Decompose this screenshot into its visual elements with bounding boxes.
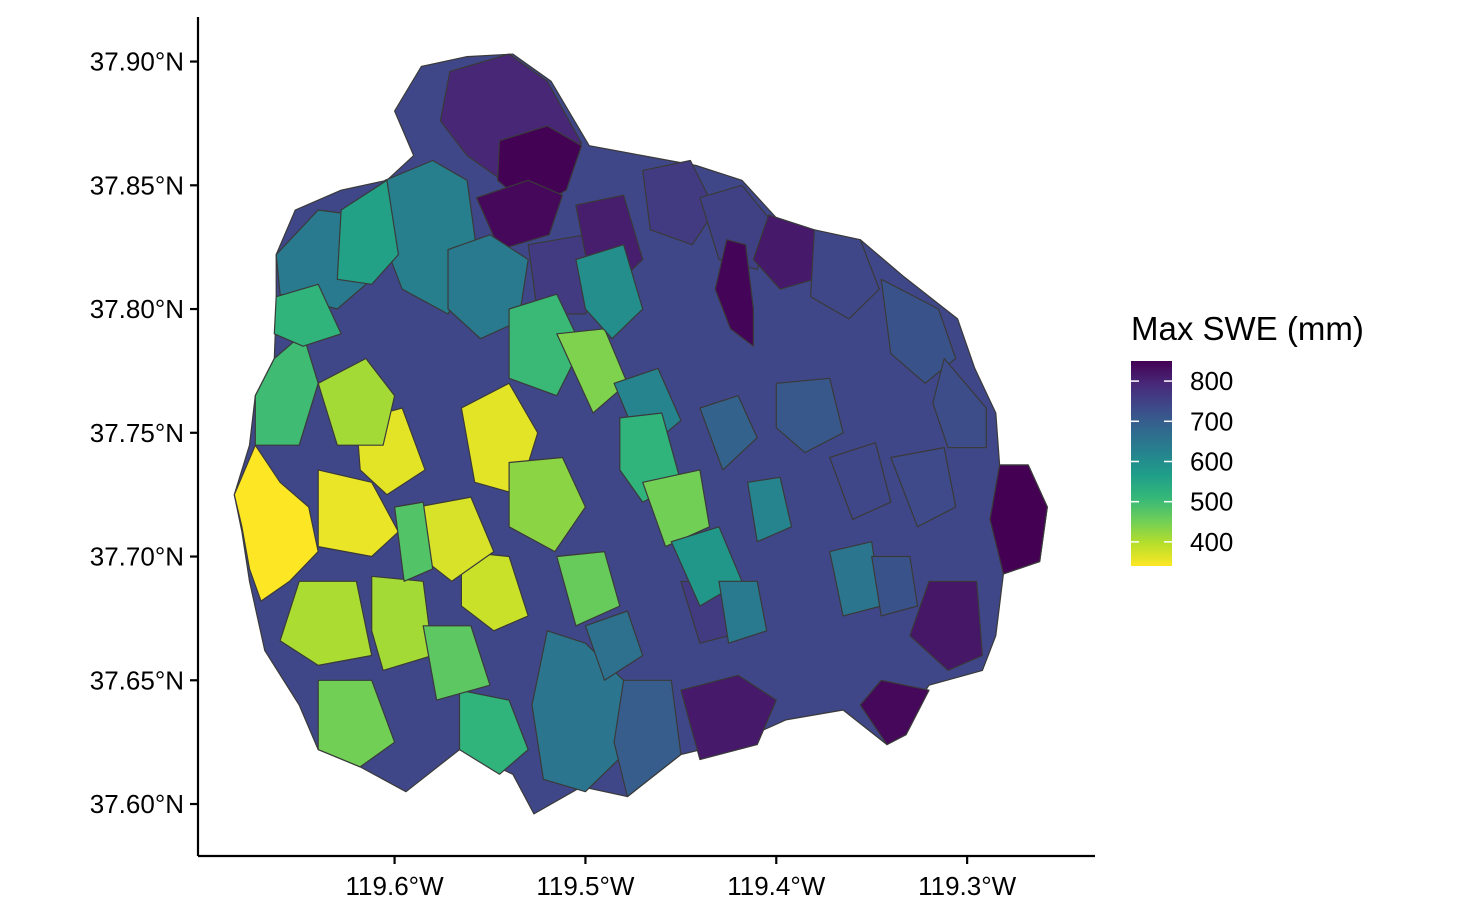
subbasin-ne-navy-3 bbox=[809, 229, 880, 320]
subbasin-c-teal-4 bbox=[718, 580, 768, 644]
subbasin-s-green-2 bbox=[422, 625, 491, 701]
subbasin-sw-yellow bbox=[233, 444, 319, 602]
subbasin-c-teal-1 bbox=[575, 244, 644, 340]
subbasin-se-purple-3 bbox=[680, 674, 777, 761]
x-tick-label: 119.4°W bbox=[727, 871, 826, 901]
subbasin-ne-dark-strip bbox=[714, 239, 755, 347]
legend-colorbar bbox=[1131, 361, 1172, 566]
x-tick-label: 119.3°W bbox=[918, 871, 1017, 901]
x-ticks: 119.6°W 119.5°W 119.4°W 119.3°W bbox=[346, 856, 1017, 901]
subbasin-e-teal-1 bbox=[699, 395, 758, 471]
legend: Max SWE (mm) 800 700 600 500 400 bbox=[1131, 310, 1364, 566]
x-tick-label: 119.6°W bbox=[346, 871, 445, 901]
subbasin-c-green-3 bbox=[508, 293, 583, 397]
legend-label: 500 bbox=[1190, 487, 1233, 517]
subbasin-ne-navy-1 bbox=[642, 159, 716, 246]
legend-ticks: 800 700 600 500 400 bbox=[1131, 366, 1233, 557]
subbasin-e-navy-3 bbox=[775, 377, 844, 454]
subbasin-c-green-1 bbox=[394, 501, 434, 582]
subbasin-sw-lime-2 bbox=[371, 575, 434, 672]
subbasin-e-navy-2 bbox=[932, 357, 987, 449]
subbasin-e-navy-4 bbox=[829, 442, 892, 521]
legend-label: 600 bbox=[1190, 446, 1233, 476]
subbasin-s-green-1 bbox=[458, 689, 529, 775]
axes: 37.60°N 37.65°N 37.70°N 37.75°N 37.80°N 37.85… bbox=[90, 17, 1095, 901]
subbasin-e-navy-1 bbox=[880, 278, 957, 384]
legend-label: 700 bbox=[1190, 406, 1233, 436]
subbasin-c-green-2 bbox=[556, 550, 621, 627]
legend-title: Max SWE (mm) bbox=[1131, 310, 1364, 347]
subbasin-c-lime-2 bbox=[508, 456, 587, 553]
subbasin-e-navy-5 bbox=[890, 447, 957, 528]
subbasin-s-yellowgreen-1 bbox=[460, 550, 529, 632]
subbasin-e-navy-6 bbox=[871, 555, 919, 617]
subbasin-se-purple-1 bbox=[909, 580, 984, 672]
y-tick-label: 37.85°N bbox=[90, 170, 184, 200]
subbasin-ne-purple-2 bbox=[752, 214, 816, 290]
y-tick-label: 37.75°N bbox=[90, 418, 184, 448]
subbasin-c-teal-5 bbox=[584, 610, 644, 681]
subbasin-w-yellow-2 bbox=[317, 469, 399, 558]
subbasin-nw-green bbox=[336, 179, 399, 285]
subbasin-sw-lime-1 bbox=[279, 580, 373, 667]
subbasin-c-lime-4 bbox=[642, 469, 711, 548]
x-tick-label: 119.5°W bbox=[536, 871, 635, 901]
legend-label: 800 bbox=[1190, 366, 1233, 396]
y-ticks: 37.60°N 37.65°N 37.70°N 37.75°N 37.80°N 37.85… bbox=[90, 47, 198, 819]
y-tick-label: 37.70°N bbox=[90, 542, 184, 572]
y-tick-label: 37.60°N bbox=[90, 789, 184, 819]
subbasin-e-teal-2 bbox=[747, 476, 793, 543]
legend-label: 400 bbox=[1190, 527, 1233, 557]
y-tick-label: 37.80°N bbox=[90, 294, 184, 324]
subbasin-s-navy-1 bbox=[613, 679, 682, 798]
y-tick-label: 37.65°N bbox=[90, 665, 184, 695]
subbasin-w-lime-1 bbox=[317, 357, 396, 446]
subbasin-e-dark-lobe bbox=[989, 464, 1048, 575]
subbasin-layer bbox=[233, 53, 1048, 815]
y-tick-label: 37.90°N bbox=[90, 47, 184, 77]
subbasin-sw-green-1 bbox=[317, 679, 396, 768]
subbasin-se-dark-2 bbox=[859, 679, 930, 746]
subbasin-w-green-2 bbox=[273, 283, 342, 347]
